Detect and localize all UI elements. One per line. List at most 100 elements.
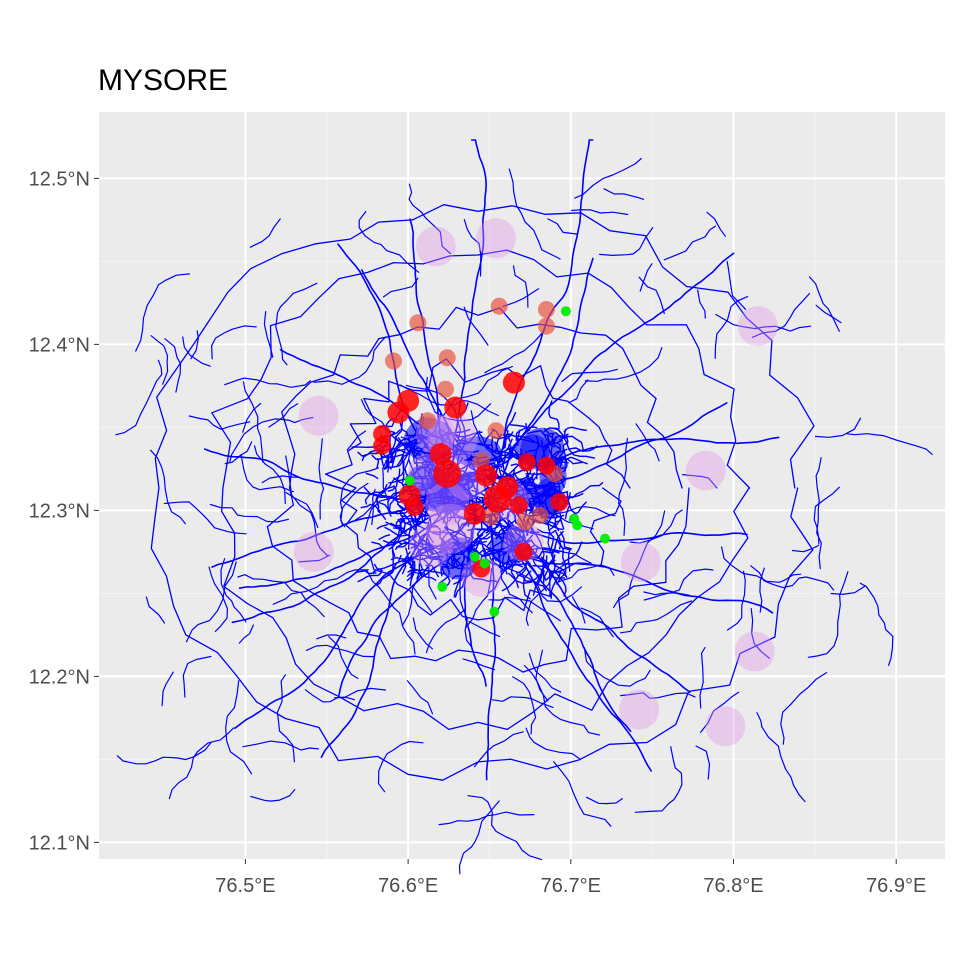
road-line [418,562,423,574]
road-line [453,431,483,438]
road-line [263,311,274,358]
map-point [734,631,775,672]
map-point [490,297,508,315]
road-line [462,658,496,671]
road-line [428,529,446,536]
map-point [685,450,726,491]
map-point [496,476,519,499]
road-line [699,646,706,709]
map-point [404,475,415,486]
road-line [394,542,417,550]
map-point [425,481,470,526]
road-line [580,607,614,638]
map-point [469,551,480,562]
x-tick-label: 76.7°E [541,875,601,897]
road-line [234,511,474,729]
road-line [391,443,405,469]
road-line [544,550,565,554]
road-line [408,524,419,550]
road-line [574,157,642,199]
y-tick-label: 12.5°N [29,168,90,190]
road-line [358,211,420,273]
road-line [237,574,325,618]
road-line [416,568,424,580]
road-line [463,306,489,346]
map-point [537,317,555,335]
road-line [413,515,424,523]
road-line [423,556,435,577]
road-line [385,454,389,469]
road-line [383,549,394,579]
road-line [469,573,498,583]
road-line [458,800,500,875]
road-line [568,445,598,452]
road-line [238,624,254,644]
road-line [620,600,693,634]
road-line [408,183,451,255]
map-point [517,453,536,472]
road-line [373,563,383,572]
map-point [514,542,533,561]
map-point [705,706,746,747]
map-point [531,506,549,524]
map-point [737,306,778,347]
road-line [402,461,405,483]
road-line [412,555,444,561]
road-line [405,519,429,525]
road-line [551,570,567,597]
road-line [492,696,554,708]
road-line [425,564,440,578]
road-line [401,551,411,575]
map-point [600,533,610,544]
road-line [224,377,311,388]
map-point [537,456,556,475]
road-line [523,664,600,736]
road-line [421,557,437,600]
road-line [536,528,557,534]
road-line [629,509,683,544]
road-line [163,501,247,535]
road-line [545,554,556,581]
road-line [424,521,430,553]
road-line [447,516,465,519]
road-line [721,546,802,583]
road-line [567,547,572,572]
map-point [293,531,334,572]
road-line [682,474,718,489]
road-line [455,436,780,481]
road-line [377,740,424,793]
map-point [437,581,448,592]
road-line [561,541,583,564]
road-line [715,313,812,332]
road-line [814,417,862,438]
road-line [229,416,314,463]
map-point [503,521,544,562]
road-line [508,572,540,585]
road-line [751,292,811,338]
road-line [516,574,547,592]
road-line [249,218,281,248]
road-line [390,510,412,531]
road-line [565,458,583,465]
road-line [571,209,629,216]
road-line [512,265,529,308]
road-line [528,652,562,693]
road-line [603,188,645,200]
road-line [780,672,828,745]
road-line [697,289,706,319]
road-line [415,548,435,556]
y-axis: 12.1°N 12.2°N 12.3°N 12.4°N 12.5°N [29,168,99,854]
road-line [411,535,434,549]
road-line [413,511,423,539]
road-line [559,435,584,450]
road-line [392,527,404,530]
road-line [266,306,690,673]
road-line [318,438,325,520]
road-line [620,692,696,699]
road-line [489,556,504,570]
map-point [482,508,500,526]
road-line [571,596,586,624]
road-line [395,497,406,512]
road-line [188,415,251,430]
